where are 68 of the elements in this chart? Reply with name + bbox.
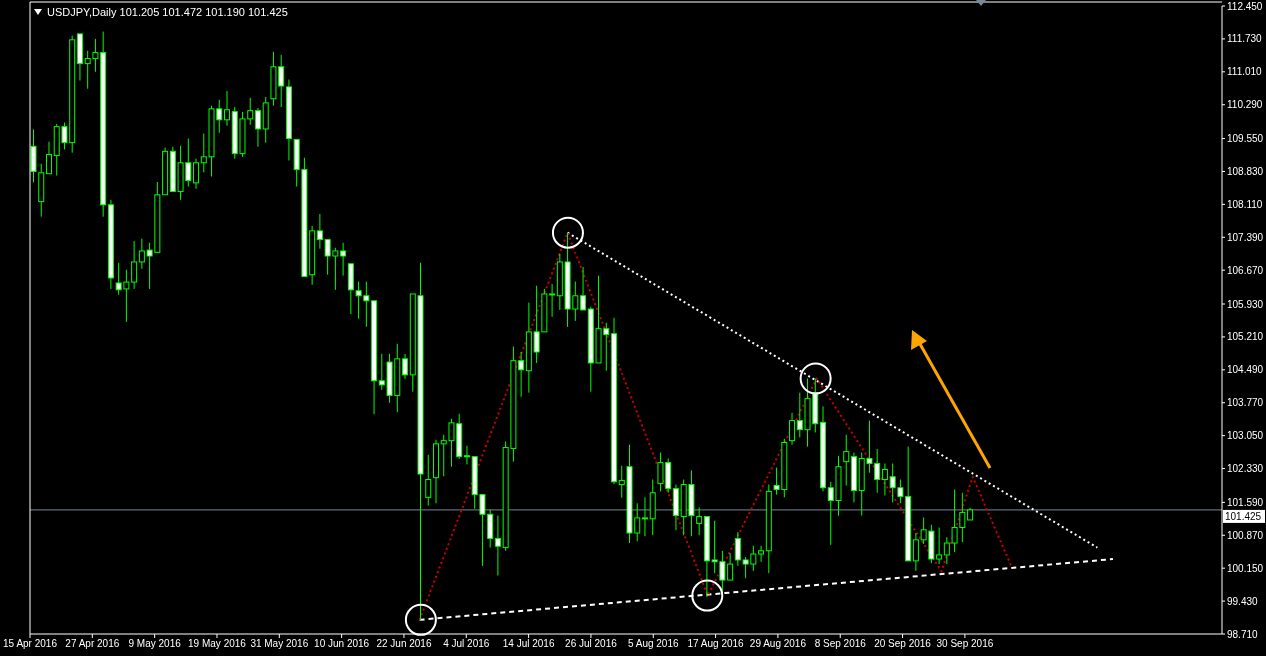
candlestick xyxy=(371,300,378,415)
candlestick xyxy=(881,463,888,497)
candlestick xyxy=(254,107,261,148)
candlestick xyxy=(580,266,587,311)
x-tick-label: 19 May 2016 xyxy=(188,638,247,650)
x-tick-label: 20 Sep 2016 xyxy=(874,638,932,650)
candlestick xyxy=(45,141,52,175)
candlestick xyxy=(162,147,169,196)
x-tick-label: 9 May 2016 xyxy=(128,638,182,650)
candlestick xyxy=(843,434,850,486)
candlestick xyxy=(402,353,409,380)
candlestick xyxy=(850,452,857,503)
y-tick-label: 106.670 xyxy=(1227,264,1264,276)
y-tick-label: 105.930 xyxy=(1227,298,1264,310)
y-tick-label: 110.290 xyxy=(1227,99,1263,111)
y-tick-label: 102.330 xyxy=(1227,463,1264,475)
candlestick xyxy=(432,439,439,504)
candlestick xyxy=(967,507,974,521)
x-tick-label: 17 Aug 2016 xyxy=(687,638,745,650)
candlestick xyxy=(38,163,45,218)
candlestick xyxy=(494,515,501,576)
candlestick xyxy=(611,317,618,485)
y-tick-label: 100.870 xyxy=(1227,529,1264,541)
candlestick xyxy=(107,199,114,290)
candlestick xyxy=(425,454,432,507)
x-tick-label: 22 Jun 2016 xyxy=(376,638,432,650)
y-tick-label: 109.550 xyxy=(1227,133,1264,145)
x-tick-label: 29 Aug 2016 xyxy=(749,638,807,650)
y-tick-label: 103.770 xyxy=(1227,397,1264,409)
candlestick xyxy=(672,484,679,531)
x-tick-label: 14 Jul 2016 xyxy=(502,638,555,650)
candlestick xyxy=(641,496,648,537)
y-tick-label: 108.830 xyxy=(1227,166,1264,178)
candlestick xyxy=(347,263,354,315)
candlestick xyxy=(463,445,470,465)
x-tick-label: 8 Sep 2016 xyxy=(814,638,867,650)
candlestick xyxy=(789,412,796,446)
candlestick xyxy=(224,90,231,127)
y-tick-label: 99.430 xyxy=(1227,595,1259,607)
ref-line-label: 101.425 xyxy=(1225,510,1262,522)
candlestick xyxy=(696,506,703,536)
y-tick-label: 100.150 xyxy=(1227,562,1264,574)
y-tick-label: 104.490 xyxy=(1227,364,1264,376)
y-tick-label: 112.450 xyxy=(1227,0,1263,12)
x-tick-label: 26 Jul 2016 xyxy=(565,638,618,650)
candlestick xyxy=(649,479,656,536)
y-tick-label: 103.050 xyxy=(1227,430,1264,442)
candlestick xyxy=(193,158,200,190)
chart-title: USDJPY,Daily 101.205 101.472 101.190 101.425 xyxy=(47,6,288,18)
y-tick-label: 111.730 xyxy=(1227,33,1263,45)
x-tick-label: 27 Apr 2016 xyxy=(65,638,120,650)
x-tick-label: 30 Sep 2016 xyxy=(936,638,994,650)
y-tick-label: 101.590 xyxy=(1227,496,1264,508)
y-tick-label: 111.010 xyxy=(1227,66,1263,78)
y-tick-label: 107.390 xyxy=(1227,231,1264,243)
candlestick xyxy=(76,33,83,81)
candlestick xyxy=(262,96,269,144)
x-tick-label: 31 May 2016 xyxy=(250,638,309,650)
candlestick xyxy=(285,79,292,161)
y-tick-label: 98.710 xyxy=(1227,628,1259,640)
x-tick-label: 15 Apr 2016 xyxy=(3,638,58,650)
x-tick-label: 5 Aug 2016 xyxy=(627,638,680,650)
x-tick-label: 4 Jul 2016 xyxy=(443,638,490,650)
candlestick xyxy=(758,545,765,563)
y-tick-label: 108.110 xyxy=(1227,198,1263,210)
y-tick-label: 105.210 xyxy=(1227,331,1264,343)
candlestick xyxy=(820,405,827,492)
x-tick-label: 10 Jun 2016 xyxy=(314,638,370,650)
